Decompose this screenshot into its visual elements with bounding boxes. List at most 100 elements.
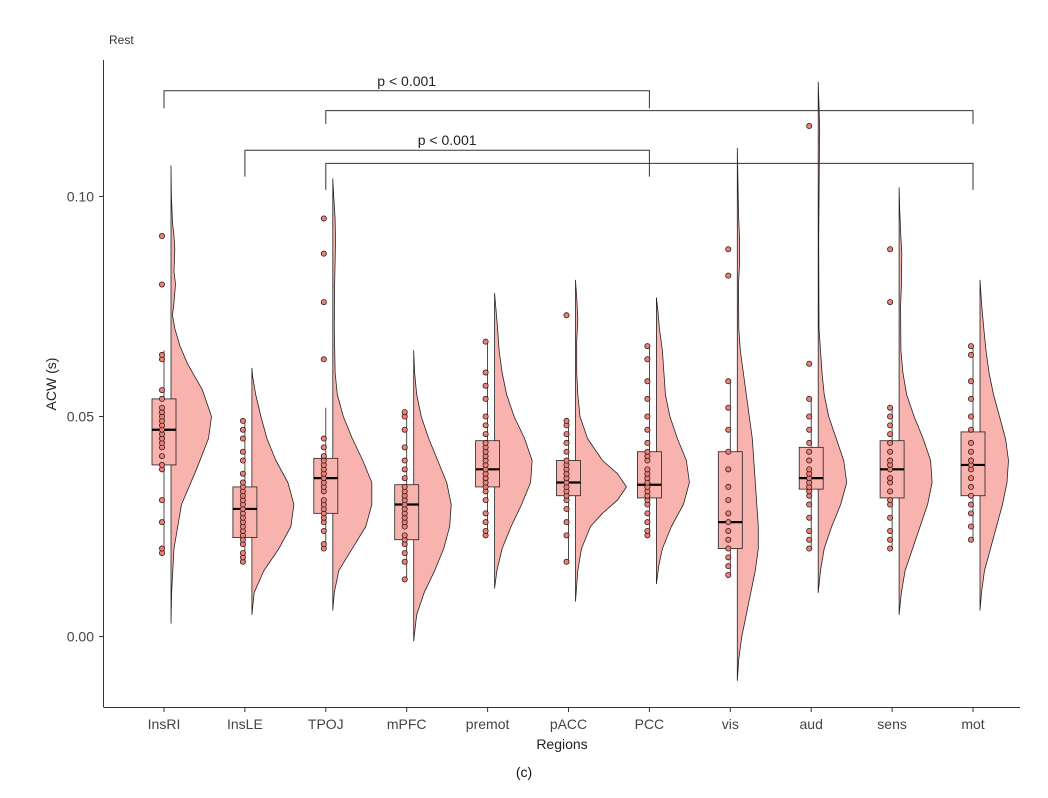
density-cloud [251,367,295,615]
x-tick-label-vis: vis [722,716,739,732]
density-cloud [332,178,373,611]
data-point [968,510,975,517]
region-group-TPOJ [313,178,373,611]
plot-area: p < 0.001 p < 0.001 [151,73,1009,681]
data-point [725,545,732,552]
region-group-mPFC [394,350,452,642]
x-tick-label-PCC: PCC [635,716,665,732]
data-point [482,510,489,517]
data-point [482,382,489,389]
data-point [401,426,408,433]
data-point [158,387,165,394]
data-point [401,475,408,482]
data-point [968,492,975,499]
data-point [482,439,489,446]
data-point [725,404,732,411]
data-point [968,483,975,490]
data-point [968,448,975,455]
region-group-InsLE [232,367,295,615]
data-point [158,404,165,411]
data-point [320,527,327,534]
data-point [725,448,732,455]
data-point [968,413,975,420]
data-point [239,426,246,433]
data-point [806,426,813,433]
data-point [644,413,651,420]
x-tick-label-aud: aud [800,716,823,732]
bracket-line [325,110,974,124]
density-cloud [817,81,848,593]
data-point [563,417,570,424]
significance-label: p < 0.001 [418,132,477,148]
region-group-vis [717,147,759,681]
density-cloud [413,350,452,642]
data-point [725,497,732,504]
density-cloud [170,165,212,624]
data-point [887,545,894,552]
data-point [887,488,894,495]
data-point [887,422,894,429]
data-point [725,272,732,279]
data-point [401,558,408,565]
data-point [482,395,489,402]
data-point [968,378,975,385]
data-point [401,466,408,473]
data-point [725,519,732,526]
data-point [644,378,651,385]
density-cloud [898,187,933,615]
data-point [563,532,570,539]
y-axis-title: ACW (s) [43,358,59,411]
data-point [239,457,246,464]
x-tick-label-sens: sens [877,716,907,732]
data-point [968,457,975,464]
data-point [563,519,570,526]
data-point [806,527,813,534]
significance-bracket [325,162,974,190]
data-point [644,395,651,402]
data-point [806,395,813,402]
data-point [158,461,165,468]
data-point [482,413,489,420]
data-point [482,527,489,534]
data-point [806,466,813,473]
bracket-line [325,162,974,190]
data-point [887,431,894,438]
density-cloud [575,279,627,602]
data-point [968,351,975,358]
x-axis-title: Regions [536,736,587,752]
data-point [725,378,732,385]
data-point [968,439,975,446]
data-point [725,554,732,561]
data-point [320,356,327,363]
data-point [158,395,165,402]
data-point [887,475,894,482]
data-point [158,233,165,240]
data-point [887,497,894,504]
data-point [806,545,813,552]
data-point [320,250,327,257]
data-point [725,246,732,253]
data-point [563,505,570,512]
data-point [158,281,165,288]
region-group-pACC [556,279,627,602]
data-point [563,431,570,438]
data-point [401,444,408,451]
density-cloud [494,292,533,589]
x-tick-label-mPFC: mPFC [387,716,427,732]
data-point [887,439,894,446]
data-point [887,536,894,543]
data-point [239,417,246,424]
data-point [239,435,246,442]
region-group-premot [475,292,533,589]
chart-title: Rest [109,33,134,47]
y-axis-ticks: 0.00 0.05 0.10 [67,188,104,645]
data-point [482,497,489,504]
data-point [320,497,327,504]
data-point [644,527,651,534]
data-point [563,312,570,319]
data-point [887,527,894,534]
data-point [320,299,327,306]
data-point [725,563,732,570]
data-point [320,444,327,451]
